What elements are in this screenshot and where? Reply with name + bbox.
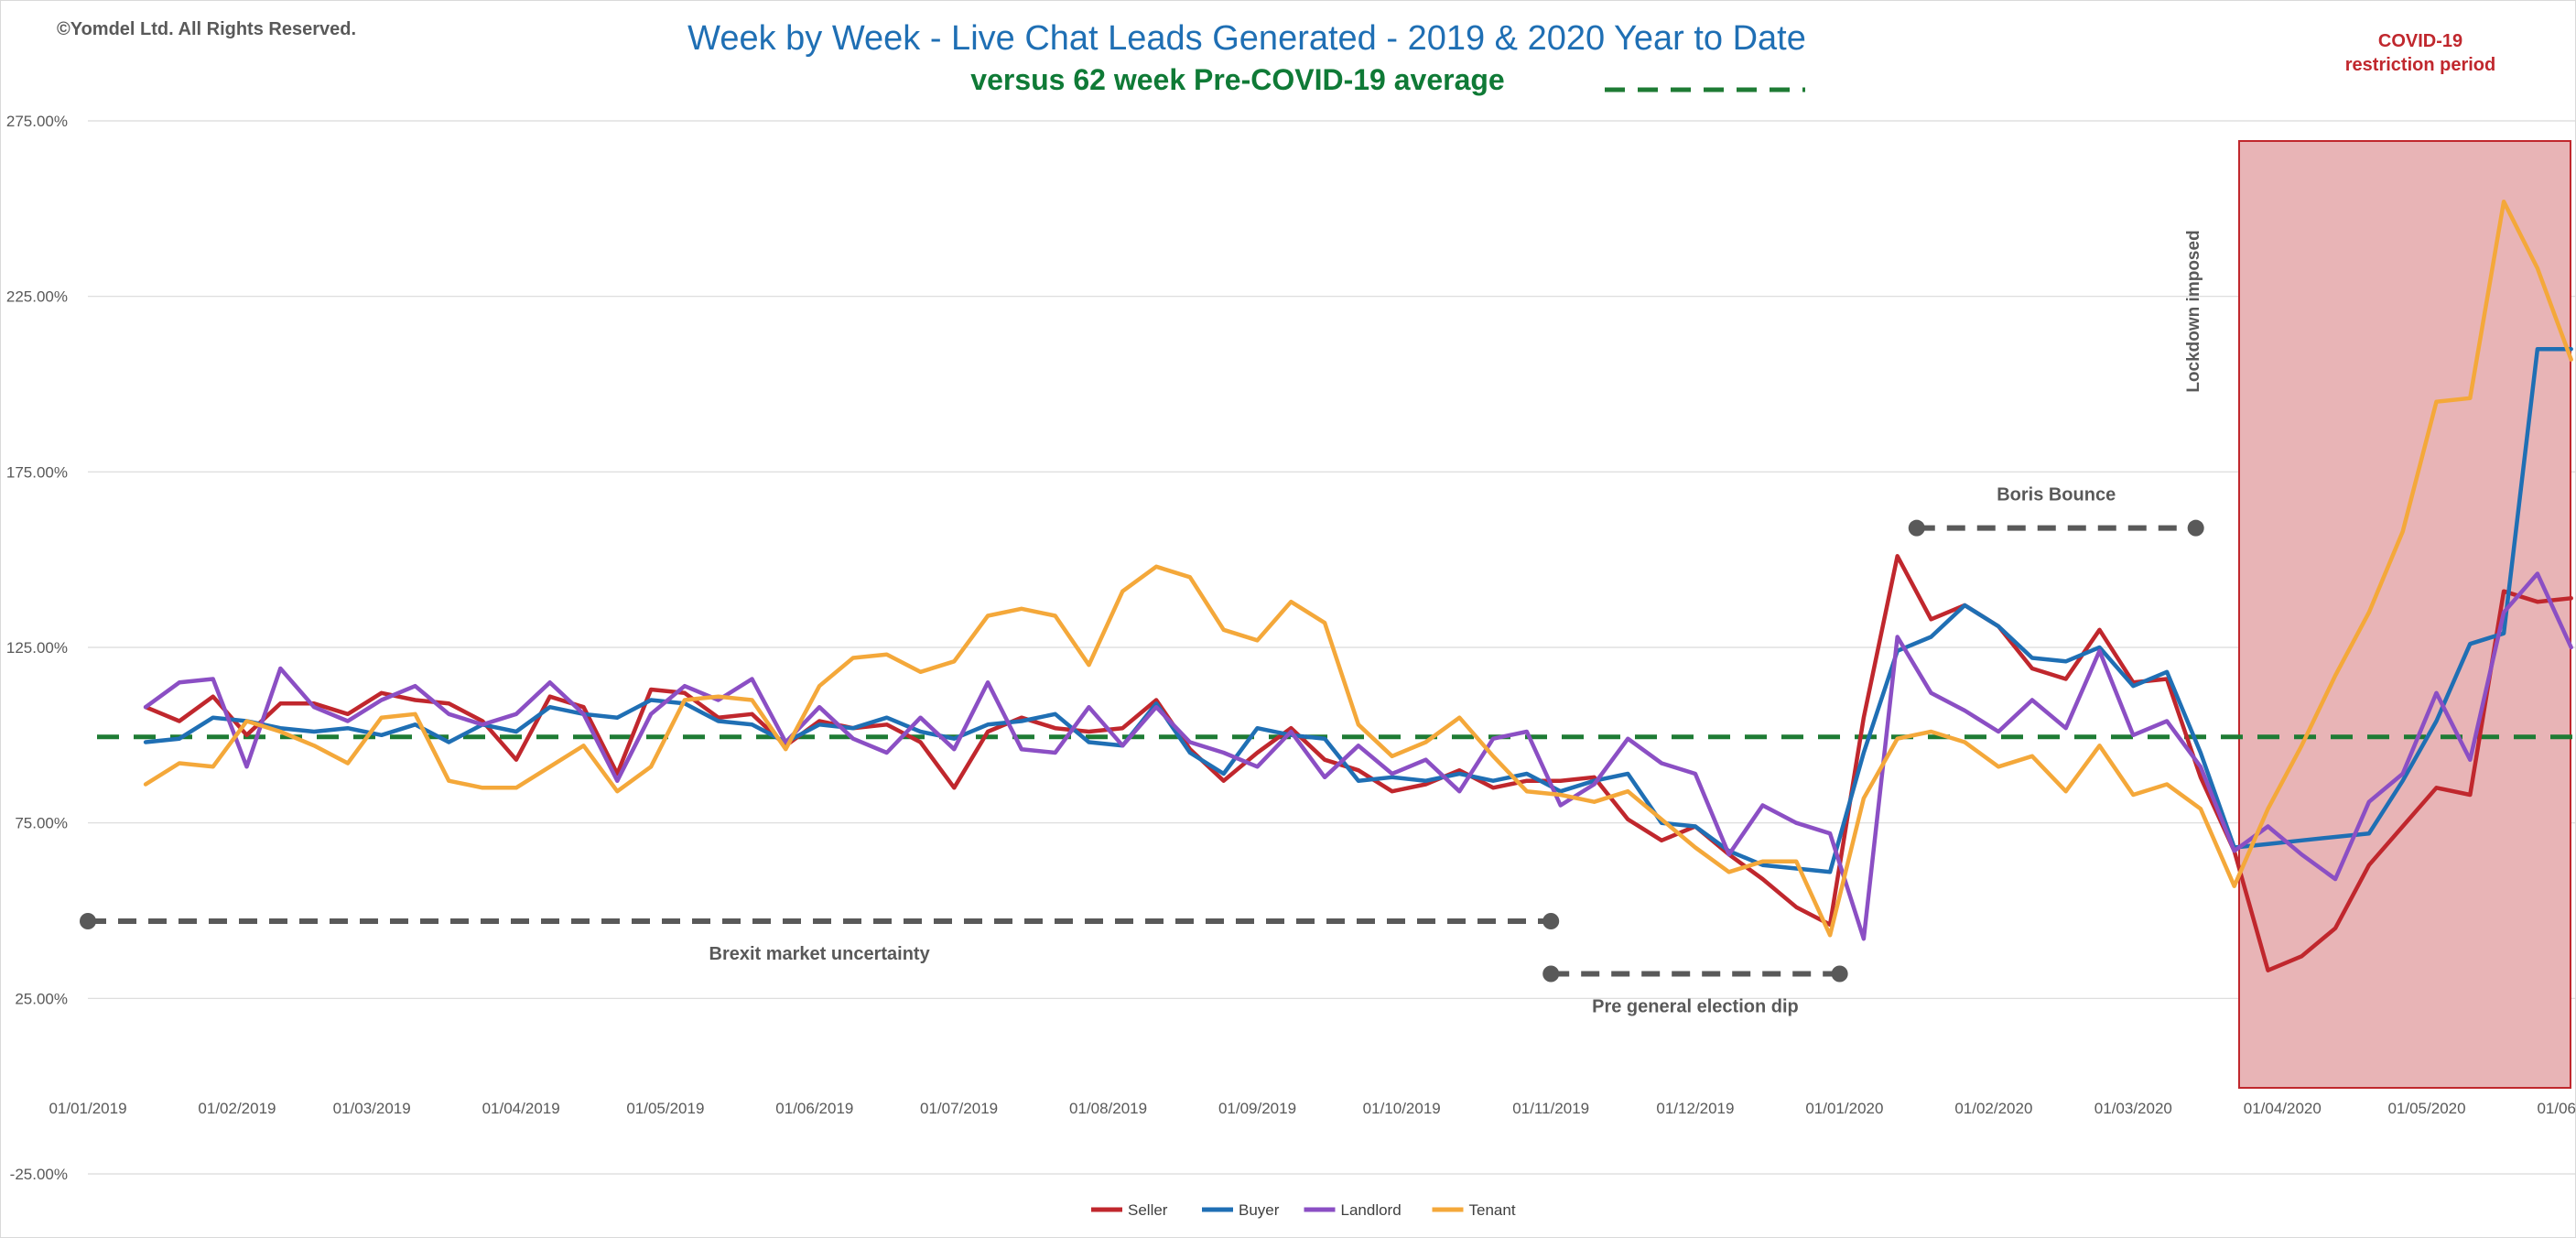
y-tick-label: -25.00%: [10, 1166, 68, 1183]
series-line-landlord: [143, 571, 2573, 941]
covid-label-line1: COVID-19: [2378, 31, 2462, 51]
x-tick-label: 01/10/2019: [1363, 1100, 1441, 1117]
x-tick-label: 01/03/2019: [333, 1100, 411, 1117]
annotation-dot: [1542, 913, 1560, 929]
series-line-tenant: [143, 199, 2573, 938]
y-tick-label: 125.00%: [6, 639, 68, 657]
y-tick-label: 275.00%: [6, 113, 68, 130]
x-tick-label: 01/08/2019: [1069, 1100, 1147, 1117]
x-tick-label: 01/01/2019: [49, 1100, 126, 1117]
x-tick-label: 01/04/2020: [2244, 1100, 2322, 1117]
annotation-dot: [1831, 965, 1848, 983]
annotation-dot: [80, 913, 96, 929]
annotation-dot: [1542, 965, 1560, 983]
x-tick-label: 01/02/2020: [1954, 1100, 2032, 1117]
annotation-layer: Brexit market uncertainty Pre general ele…: [80, 485, 2204, 1017]
series-line-buyer: [143, 346, 2573, 874]
lockdown-label: Lockdown imposed: [2184, 230, 2203, 392]
x-tick-label: 01/01/2020: [1805, 1100, 1883, 1117]
legend: Seller Buyer Landlord Tenant: [1091, 1201, 1516, 1219]
annotation-dot: [2187, 519, 2204, 537]
x-tick-label: 01/03/2020: [2094, 1100, 2172, 1117]
covid-restriction-region: [2237, 140, 2571, 1089]
x-tick-label: 01/07/2019: [920, 1100, 998, 1117]
legend-entry: Tenant: [1469, 1201, 1516, 1219]
copyright-text: ©Yomdel Ltd. All Rights Reserved.: [57, 19, 356, 39]
annotation-label: Pre general election dip: [1592, 997, 1799, 1017]
chart-title: Week by Week - Live Chat Leads Generated…: [687, 19, 1806, 58]
x-tick-label: 01/06/2019: [775, 1100, 853, 1117]
y-tick-label: 25.00%: [15, 990, 68, 1007]
x-tick-label: 01/06/2020: [2537, 1100, 2576, 1117]
annotation-label: Boris Bounce: [1997, 485, 2116, 505]
y-tick-label: 175.00%: [6, 463, 68, 481]
x-tick-label: 01/04/2019: [482, 1100, 560, 1117]
y-tick-label: 75.00%: [15, 815, 68, 832]
x-tick-label: 01/11/2019: [1512, 1100, 1589, 1117]
annotation-dot: [1908, 519, 1925, 537]
x-tick-label: 01/02/2019: [198, 1100, 276, 1117]
chart-subtitle: versus 62 week Pre-COVID-19 average: [970, 63, 1504, 96]
covid-label-line2: restriction period: [2345, 55, 2495, 75]
legend-entry: Buyer: [1239, 1201, 1280, 1219]
series-line-seller: [143, 554, 2573, 972]
axis-labels: -25.00% 25.00% 75.00% 125.00% 175.00% 225.00%…: [6, 113, 2576, 1183]
y-tick-label: 225.00%: [6, 288, 68, 306]
series-layer: [143, 199, 2573, 972]
legend-entry: Landlord: [1341, 1201, 1402, 1219]
x-tick-label: 01/09/2019: [1218, 1100, 1296, 1117]
covid-region-layer: [2237, 140, 2571, 1089]
annotation-label: Brexit market uncertainty: [709, 944, 931, 964]
legend-entry: Seller: [1128, 1201, 1168, 1219]
x-tick-label: 01/05/2020: [2387, 1100, 2465, 1117]
x-tick-label: 01/05/2019: [626, 1100, 704, 1117]
x-tick-label: 01/12/2019: [1656, 1100, 1734, 1117]
